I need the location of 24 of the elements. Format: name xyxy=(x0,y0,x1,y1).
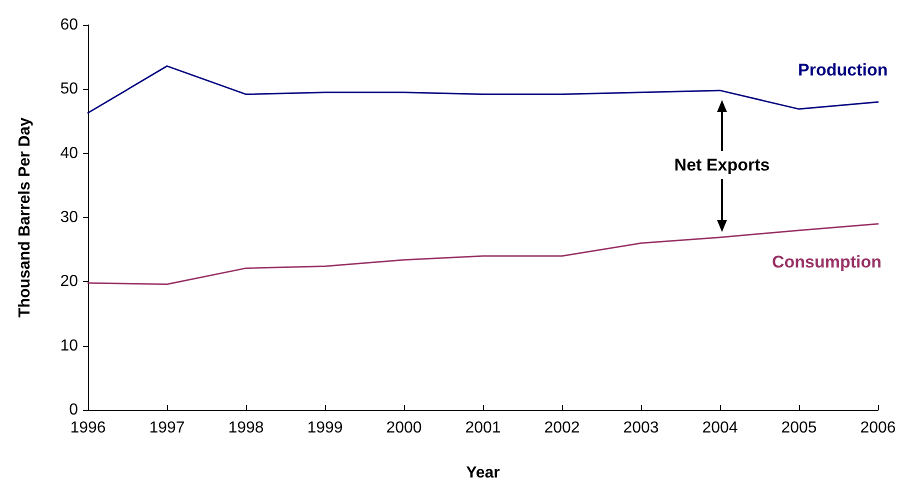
y-tick-label: 60 xyxy=(60,16,78,34)
series-label: Consumption xyxy=(772,252,882,272)
y-tick-label: 20 xyxy=(60,273,78,290)
annotation: Net Exports xyxy=(674,156,770,174)
x-tick-label: 2000 xyxy=(386,420,422,436)
y-tick-label: 50 xyxy=(60,80,78,98)
x-tick-label: 2006 xyxy=(860,420,896,436)
x-tick-label: 2001 xyxy=(465,420,501,436)
y-tick-label: 40 xyxy=(60,144,78,162)
series-label: Production xyxy=(798,60,888,80)
y-tick-label: 30 xyxy=(60,209,78,226)
x-axis-title: Year xyxy=(466,464,500,482)
line-series xyxy=(87,223,879,285)
x-tick-label: 1998 xyxy=(228,420,264,436)
x-tick-label: 1997 xyxy=(149,420,185,436)
y-axis-title: Thousand Barrels Per Day xyxy=(16,117,34,318)
x-tick-label: 2004 xyxy=(702,420,738,436)
y-tick-label: 0 xyxy=(69,402,78,418)
x-tick-label: 2002 xyxy=(544,420,580,436)
x-tick-label: 1996 xyxy=(70,420,106,436)
y-tick-label: 10 xyxy=(60,337,78,354)
x-tick-label: 2005 xyxy=(781,420,817,436)
x-tick-label: 2003 xyxy=(623,420,659,436)
x-tick-label: 1999 xyxy=(307,420,343,436)
